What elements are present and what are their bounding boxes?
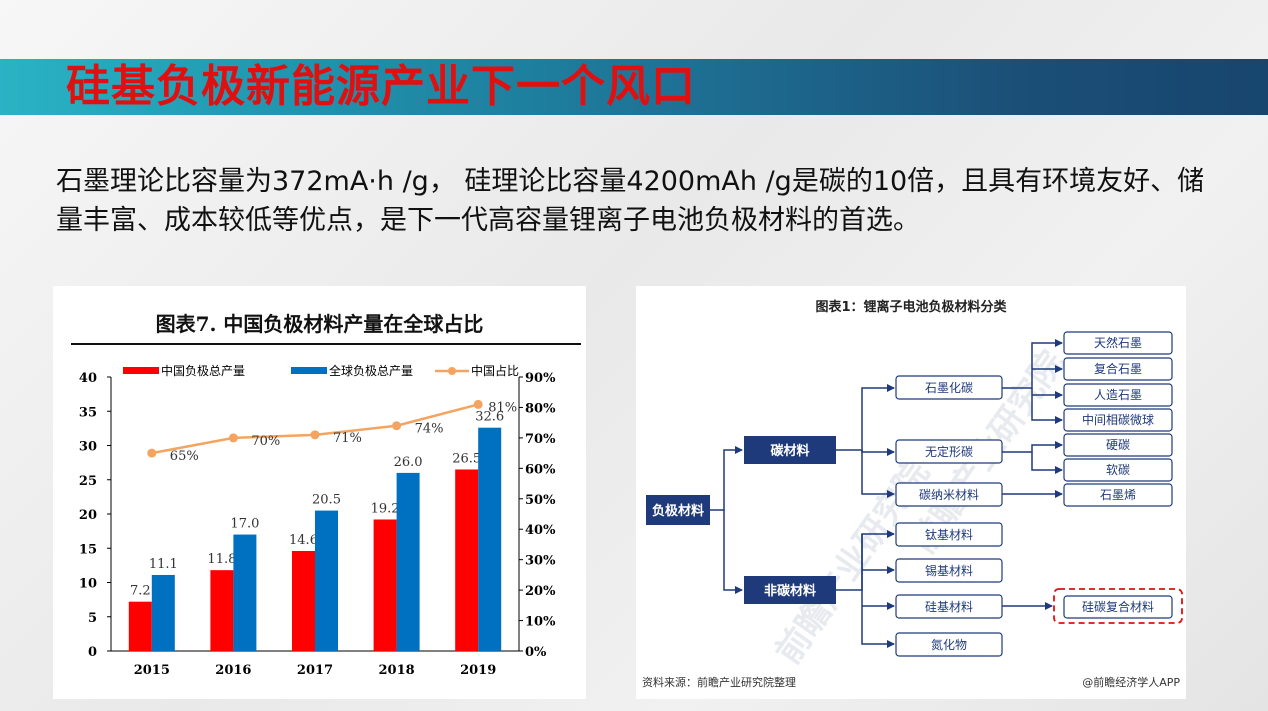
diagram-node: 碳材料: [744, 436, 836, 464]
intro-paragraph: 石墨理论比容量为372mA·h /g， 硅理论比容量4200mAh /g是碳的1…: [56, 166, 1205, 236]
y-tick-label: 10: [79, 577, 97, 592]
y-tick-label: 40: [79, 371, 97, 386]
bar: [396, 472, 420, 651]
diagram-node: 非碳材料: [744, 576, 836, 604]
source-note: 资料来源：前瞻产业研究院整理: [642, 676, 796, 689]
node-tin: 锡基材料: [925, 563, 973, 578]
share-point: [228, 433, 238, 443]
bar: [233, 534, 257, 651]
x-tick-label: 2018: [379, 663, 415, 678]
chart-panel: 图表7. 中国负极材料产量在全球占比 0 5 10 15 20 25 30 35 40 0% 10%…: [53, 286, 586, 699]
share-point: [473, 399, 483, 409]
y2-tick-label: 70%: [525, 432, 556, 447]
bar: [210, 570, 234, 651]
y2-tick-label: 0%: [525, 645, 547, 660]
node-artificial: 人造石墨: [1094, 388, 1142, 402]
node-sic: 硅碳复合材料: [1082, 599, 1154, 614]
y2-tick-label: 50%: [525, 493, 556, 508]
y2-tick-label: 30%: [525, 554, 556, 569]
bar-value-label: 26.0: [394, 455, 423, 470]
y2-tick-label: 20%: [525, 584, 556, 599]
share-point: [310, 430, 320, 440]
bar-value-label: 7.2: [130, 584, 151, 599]
diagram-node: 负极材料: [646, 495, 710, 525]
y-tick-label: 20: [79, 508, 97, 523]
chart-title-underline: [71, 343, 581, 345]
x-tick-label: 2019: [460, 663, 496, 678]
node-mcmb: 中间相碳微球: [1082, 412, 1154, 427]
x-tick-label: 2015: [134, 663, 170, 678]
node-carbon: 碳材料: [770, 443, 809, 459]
y-tick-label: 0: [88, 645, 97, 660]
y-tick-label: 35: [79, 405, 97, 420]
share-value-label: 74%: [415, 422, 444, 437]
anode-classification-diagram: 负极材料 碳材料 非碳材料 石墨: [646, 331, 1183, 657]
bar: [292, 550, 315, 651]
bar-value-label: 14.6: [289, 533, 318, 548]
share-value-label: 65%: [170, 449, 199, 464]
bar: [151, 574, 175, 651]
node-amorphous: 无定形碳: [925, 444, 973, 459]
diagram-panel: 图表1：锂离子电池负极材料分类 前瞻产业研究院 前瞻产业研究院: [636, 286, 1186, 699]
node-nano: 碳纳米材料: [919, 488, 979, 502]
chart-title: 图表7. 中国负极材料产量在全球占比: [155, 312, 484, 336]
bar: [373, 519, 397, 651]
node-hard: 硬碳: [1106, 438, 1130, 452]
y2-tick-label: 40%: [525, 523, 556, 538]
legend-swatch: [123, 367, 159, 374]
node-root: 负极材料: [652, 503, 704, 519]
node-natural: 天然石墨: [1094, 335, 1142, 350]
legend-label: 中国占比: [471, 363, 519, 378]
y2-tick-label: 60%: [525, 462, 556, 477]
share-value-label: 81%: [488, 400, 517, 415]
node-silicon: 硅基材料: [925, 600, 973, 614]
bar-value-label: 11.8: [207, 552, 236, 567]
bar-value-label: 11.1: [149, 557, 178, 572]
legend-marker: [448, 367, 456, 375]
bar-value-label: 20.5: [312, 493, 341, 508]
y-tick-label: 5: [88, 611, 97, 626]
y-tick-label: 15: [79, 542, 97, 557]
bar-value-label: 19.2: [371, 501, 400, 516]
y-tick-label: 30: [79, 440, 97, 455]
share-value-label: 70%: [251, 434, 280, 449]
node-graphitized: 石墨化碳: [925, 381, 973, 395]
node-nitride: 氮化物: [931, 637, 967, 652]
node-graphene: 石墨烯: [1100, 488, 1136, 502]
legend-label: 中国负极总产量: [161, 363, 245, 378]
page-title: 硅基负极新能源产业下一个风口: [66, 61, 696, 112]
legend-label: 全球负极总产量: [329, 363, 413, 378]
diagram-title: 图表1：锂离子电池负极材料分类: [815, 300, 1007, 315]
title-bar: [0, 59, 1268, 115]
bar: [455, 469, 479, 651]
y2-tick-label: 10%: [525, 615, 556, 630]
credit-note: @前瞻经济学人APP: [1082, 676, 1180, 689]
bar-value-label: 32.6: [475, 410, 504, 425]
node-composite: 复合石墨: [1094, 361, 1142, 376]
legend-swatch: [291, 367, 327, 374]
share-point: [147, 448, 157, 458]
share-point: [392, 421, 402, 431]
node-soft: 软碳: [1106, 463, 1130, 477]
y2-tick-label: 90%: [525, 371, 556, 386]
x-tick-label: 2017: [297, 663, 333, 678]
bar-value-label: 26.5: [452, 451, 481, 466]
y-tick-label: 25: [79, 474, 97, 489]
node-titanium: 钛基材料: [925, 527, 973, 542]
y2-tick-label: 80%: [525, 401, 556, 416]
x-tick-label: 2016: [215, 663, 251, 678]
highlight-box: [1053, 588, 1183, 624]
production-chart: 0 5 10 15 20 25 30 35 40 0% 10% 20% 30% 40% 50% 60% 70% 8…: [79, 363, 556, 678]
node-noncarbon: 非碳材料: [764, 583, 816, 599]
bar: [478, 427, 502, 651]
share-value-label: 71%: [333, 431, 362, 446]
bar: [315, 510, 338, 651]
bar-value-label: 17.0: [230, 517, 259, 532]
bar: [128, 601, 152, 651]
